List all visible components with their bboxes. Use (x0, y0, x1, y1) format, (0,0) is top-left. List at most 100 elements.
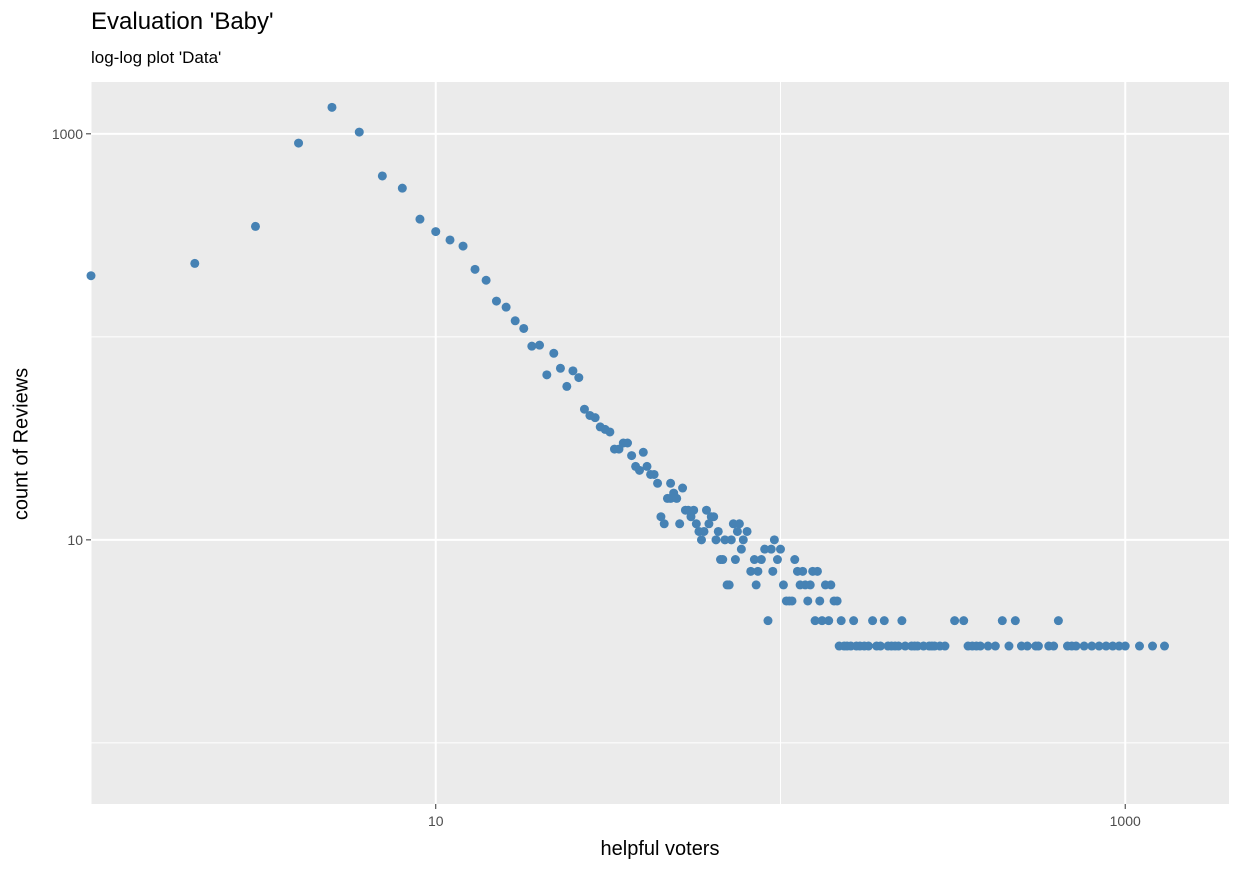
data-point (574, 373, 584, 383)
data-point (535, 340, 545, 350)
data-point (990, 641, 1000, 651)
data-point (711, 535, 721, 545)
data-point (501, 302, 511, 312)
data-point (691, 519, 701, 529)
chart-subtitle: log-log plot 'Data' (91, 48, 222, 67)
data-point (294, 138, 304, 148)
data-point (772, 555, 782, 565)
data-point (653, 478, 663, 488)
data-point (1134, 641, 1144, 651)
data-point (975, 641, 985, 651)
data-point (1004, 641, 1014, 651)
data-point (704, 519, 714, 529)
data-point (327, 102, 337, 112)
data-point (1071, 641, 1081, 651)
data-point (656, 512, 666, 522)
data-point (997, 616, 1007, 626)
data-point (431, 227, 441, 237)
y-tick-label: 10 (67, 532, 83, 548)
data-point (1022, 641, 1032, 651)
major-gridlines (91, 82, 1229, 804)
data-point (1053, 616, 1063, 626)
data-point (519, 323, 529, 333)
data-point (863, 641, 873, 651)
data-point (718, 555, 728, 565)
x-tick-label: 1000 (1110, 813, 1141, 829)
data-point (742, 526, 752, 536)
data-point (675, 519, 685, 529)
data-point (749, 555, 759, 565)
y-tick-label: 1000 (52, 126, 83, 142)
data-point (555, 363, 565, 373)
y-axis-label: count of Reviews (10, 367, 33, 521)
data-point (746, 566, 756, 576)
data-point (826, 580, 836, 590)
data-point (756, 555, 766, 565)
data-point (768, 566, 778, 576)
data-point (1033, 641, 1043, 651)
data-point (1094, 641, 1104, 651)
data-point (445, 235, 455, 245)
data-point (377, 171, 387, 181)
data-point (732, 526, 742, 536)
data-point (736, 544, 746, 554)
data-point (689, 505, 699, 515)
data-point (734, 519, 744, 529)
data-point (879, 616, 889, 626)
data-point (627, 451, 637, 461)
data-point (753, 566, 763, 576)
data-point (940, 641, 950, 651)
axes: 10 1000 10 1000 (52, 126, 1141, 829)
data-point (815, 596, 825, 606)
data-point (1101, 641, 1111, 651)
data-point (897, 616, 907, 626)
data-point (726, 535, 736, 545)
data-point (900, 641, 910, 651)
data-point (470, 264, 480, 274)
data-point (875, 641, 885, 651)
data-point (579, 404, 589, 414)
data-point (894, 641, 904, 651)
x-tick-label: 10 (428, 813, 444, 829)
x-axis-label: helpful voters (600, 838, 720, 860)
data-point (659, 519, 669, 529)
data-point (635, 465, 645, 475)
plot-panel (91, 82, 1229, 804)
data-point (730, 555, 740, 565)
data-point (678, 483, 688, 493)
data-point (724, 580, 734, 590)
data-point (709, 512, 719, 522)
data-point (699, 526, 709, 536)
data-point (868, 616, 878, 626)
data-point (1160, 641, 1170, 651)
data-point (666, 478, 676, 488)
data-points (86, 102, 1170, 651)
data-point (542, 370, 552, 380)
data-point (760, 544, 770, 554)
minor-gridlines (90, 82, 1229, 804)
data-point (549, 348, 559, 358)
data-point (623, 438, 633, 448)
data-point (605, 427, 615, 437)
data-point (751, 580, 761, 590)
chart-title: Evaluation 'Baby' (91, 8, 274, 35)
data-point (832, 596, 842, 606)
data-point (491, 296, 501, 306)
data-point (481, 275, 491, 285)
data-point (354, 127, 364, 137)
data-point (562, 381, 572, 391)
data-point (458, 241, 468, 251)
data-point (1120, 641, 1130, 651)
data-point (1049, 641, 1059, 651)
data-point (787, 596, 797, 606)
data-point (86, 271, 96, 281)
data-point (590, 413, 600, 423)
data-point (1148, 641, 1158, 651)
data-point (642, 461, 652, 471)
data-point (763, 616, 773, 626)
data-point (397, 183, 407, 193)
data-point (810, 616, 820, 626)
data-point (775, 544, 785, 554)
data-point (696, 535, 706, 545)
